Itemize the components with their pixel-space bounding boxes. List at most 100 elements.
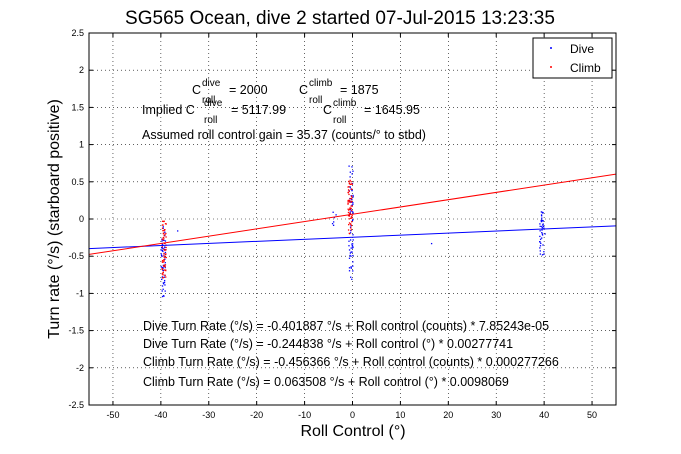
climb-point bbox=[351, 183, 353, 185]
dive-point bbox=[164, 266, 166, 269]
x-tick-label: 40 bbox=[539, 410, 549, 420]
dive-point bbox=[349, 252, 352, 254]
dive-point bbox=[352, 203, 354, 205]
climb-point bbox=[347, 208, 349, 210]
climb-point bbox=[162, 230, 164, 232]
climb-point bbox=[350, 205, 352, 207]
x-tick-label: 0 bbox=[350, 410, 355, 420]
dive-point bbox=[542, 223, 544, 225]
climb-point bbox=[349, 207, 351, 209]
c-dive-sub: roll bbox=[202, 95, 215, 106]
dive-point bbox=[164, 231, 166, 233]
dive-point bbox=[349, 254, 351, 257]
climb-point bbox=[165, 249, 167, 251]
chart-title: SG565 Ocean, dive 2 started 07-Jul-2015 … bbox=[125, 8, 555, 29]
dive-point bbox=[351, 243, 353, 245]
x-tick-label: -40 bbox=[154, 410, 167, 420]
dive-point bbox=[161, 295, 164, 298]
climb-point bbox=[161, 238, 164, 240]
climb-point bbox=[348, 193, 350, 196]
y-tick-label: -1.5 bbox=[68, 326, 84, 336]
climb-point bbox=[165, 232, 167, 235]
dive-point bbox=[164, 246, 166, 248]
c-dive-prefix: C bbox=[192, 83, 201, 97]
climb-point bbox=[349, 179, 351, 182]
climb-point bbox=[350, 225, 353, 227]
climb-point bbox=[348, 232, 350, 235]
dive-point bbox=[352, 265, 354, 267]
climb-point bbox=[348, 199, 350, 202]
climb-point bbox=[164, 223, 167, 225]
dive-point bbox=[352, 212, 354, 214]
dive-point bbox=[348, 240, 350, 242]
climb-point bbox=[350, 216, 353, 218]
dive-point bbox=[162, 250, 164, 252]
dive-point bbox=[541, 234, 544, 236]
data-points bbox=[160, 165, 546, 298]
x-tick-label: 10 bbox=[395, 410, 405, 420]
climb-point bbox=[164, 264, 167, 266]
climb-point bbox=[165, 253, 167, 256]
dive-point bbox=[351, 204, 353, 206]
legend: Dive Climb bbox=[532, 37, 613, 79]
climb-point bbox=[350, 181, 352, 183]
dive-point bbox=[333, 221, 335, 223]
dive-point bbox=[335, 214, 337, 216]
climb-point bbox=[350, 188, 353, 190]
dive-point bbox=[539, 225, 541, 228]
climb-point bbox=[350, 201, 353, 203]
dive-point bbox=[541, 231, 543, 234]
roll-gain-text: Assumed roll control gain = 35.37 (count… bbox=[142, 128, 426, 142]
y-tick-label: 1.5 bbox=[71, 102, 84, 112]
dive-point bbox=[164, 284, 166, 286]
climb-point bbox=[165, 276, 167, 278]
c-climb-value: = 1875 bbox=[340, 83, 379, 97]
climb-point bbox=[164, 249, 166, 252]
climb-point bbox=[348, 213, 351, 215]
x-tick-label: -30 bbox=[202, 410, 215, 420]
y-tick-label: 0.5 bbox=[71, 177, 84, 187]
dive-point bbox=[350, 267, 352, 269]
y-axis-label: Turn rate (°/s) (starboard positive) bbox=[46, 99, 63, 339]
climb-point bbox=[165, 236, 167, 238]
climb-point bbox=[347, 189, 350, 191]
climb-point bbox=[350, 195, 353, 197]
implied-climb-prefix: C bbox=[323, 103, 332, 117]
y-tick-label: 2.5 bbox=[71, 28, 84, 38]
dive-point bbox=[161, 249, 164, 251]
climb-point bbox=[351, 205, 353, 207]
implied-climb-sub: roll bbox=[333, 115, 346, 126]
dive-point bbox=[539, 245, 542, 247]
dive-point bbox=[164, 240, 167, 242]
dive-point bbox=[543, 227, 545, 229]
implied-climb-sup: climb bbox=[333, 98, 357, 109]
dive-point bbox=[162, 282, 165, 284]
climb-point bbox=[348, 218, 350, 220]
dive-point bbox=[541, 254, 544, 256]
dive-point bbox=[349, 211, 351, 213]
dive-point bbox=[350, 229, 352, 232]
climb-point bbox=[350, 227, 352, 229]
y-tick-label: 0 bbox=[79, 214, 84, 224]
climb-point bbox=[351, 217, 353, 219]
climb-point bbox=[164, 274, 166, 277]
dive-point bbox=[350, 208, 352, 210]
dive-point bbox=[539, 247, 541, 249]
dive-point bbox=[352, 239, 354, 241]
dive-point bbox=[351, 166, 353, 168]
y-tick-label: -2.5 bbox=[68, 400, 84, 410]
climb-point bbox=[162, 239, 164, 241]
dive-point bbox=[163, 239, 165, 241]
dive-point bbox=[351, 251, 353, 253]
climb-point bbox=[161, 268, 164, 271]
dive-point bbox=[544, 233, 546, 235]
y-tick-label: -0.5 bbox=[68, 251, 84, 261]
dive-point bbox=[160, 249, 162, 251]
dive-point bbox=[542, 224, 544, 226]
dive-point bbox=[162, 288, 164, 290]
climb-point bbox=[163, 248, 165, 251]
dive-point bbox=[164, 251, 167, 254]
climb-point bbox=[162, 272, 164, 274]
dive-point bbox=[541, 229, 543, 231]
dive-point bbox=[163, 281, 166, 284]
